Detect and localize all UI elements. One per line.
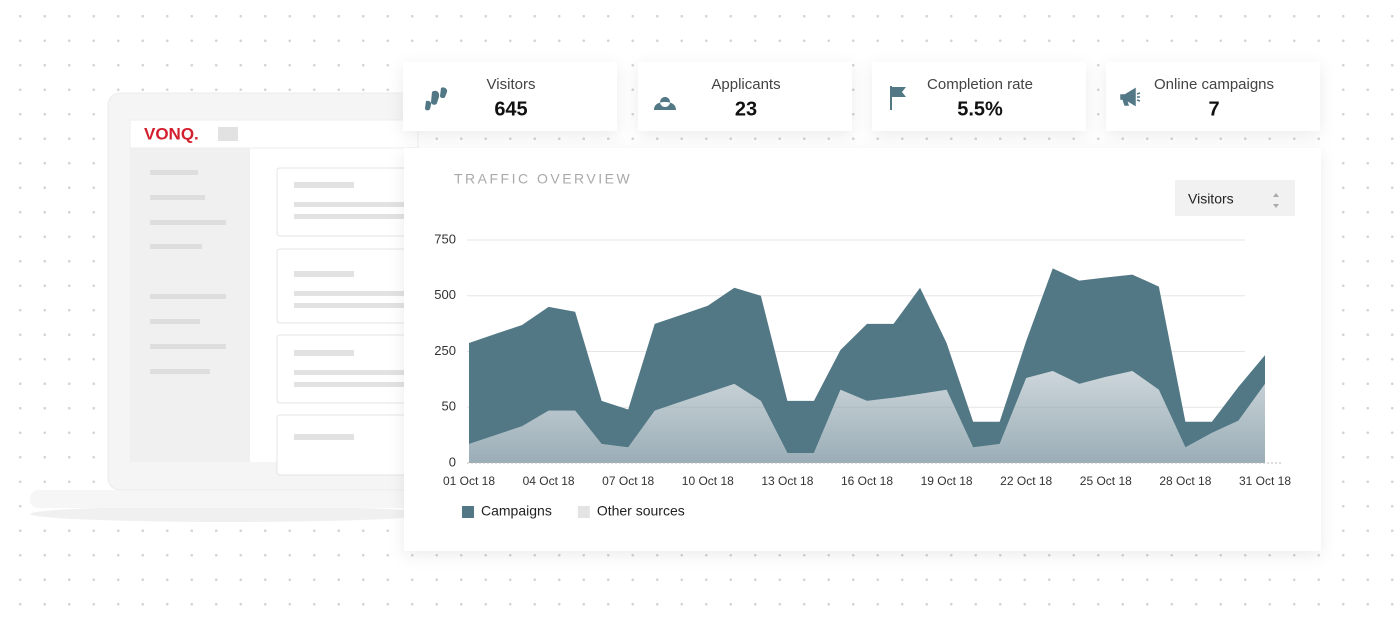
laptop-mock: VONQ.	[30, 92, 430, 522]
stat-value: 23	[735, 98, 757, 120]
stat-icon	[890, 86, 906, 110]
stat-icon	[1120, 87, 1141, 107]
chart-title: TRAFFIC OVERVIEW	[454, 171, 632, 187]
stat-icon	[654, 97, 676, 110]
legend-label: Campaigns	[481, 503, 552, 519]
area	[469, 268, 1265, 453]
stat-card	[1106, 62, 1320, 131]
y-tick-label: 0	[449, 454, 456, 469]
stat-label: Visitors	[487, 76, 536, 93]
y-tick-label: 50	[442, 399, 456, 414]
y-tick-label: 500	[434, 287, 456, 302]
x-tick-label: 25 Oct 18	[1080, 474, 1132, 488]
y-tick-label: 250	[434, 343, 456, 358]
x-tick-label: 22 Oct 18	[1000, 474, 1052, 488]
x-tick-label: 19 Oct 18	[921, 474, 973, 488]
area	[469, 371, 1265, 463]
x-tick-label: 01 Oct 18	[443, 474, 495, 488]
x-tick-label: 28 Oct 18	[1159, 474, 1211, 488]
legend-label: Other sources	[597, 503, 685, 519]
dropdown[interactable]	[1175, 180, 1295, 216]
legend-swatch	[577, 506, 590, 518]
stat-label: Online campaigns	[1154, 76, 1274, 93]
dropdown-arrows	[1273, 193, 1279, 208]
x-tick-label: 04 Oct 18	[523, 474, 575, 488]
logo: VONQ.	[144, 124, 199, 143]
stat-icon	[425, 87, 448, 111]
x-tick-label: 16 Oct 18	[841, 474, 893, 488]
stat-value: 7	[1208, 98, 1219, 120]
x-tick-label: 10 Oct 18	[682, 474, 734, 488]
x-tick-label: 13 Oct 18	[761, 474, 813, 488]
stat-label: Completion rate	[927, 76, 1033, 93]
x-tick-label: 07 Oct 18	[602, 474, 654, 488]
dropdown-label[interactable]: Visitors	[1188, 191, 1234, 207]
y-tick-label: 750	[434, 231, 456, 246]
stat-value: 5.5%	[957, 98, 1003, 120]
stat-card	[638, 62, 852, 131]
stat-card	[872, 62, 1086, 131]
stat-label: Applicants	[711, 76, 780, 93]
legend-swatch	[462, 506, 474, 518]
stat-value: 645	[494, 98, 527, 120]
x-tick-label: 31 Oct 18	[1239, 474, 1291, 488]
